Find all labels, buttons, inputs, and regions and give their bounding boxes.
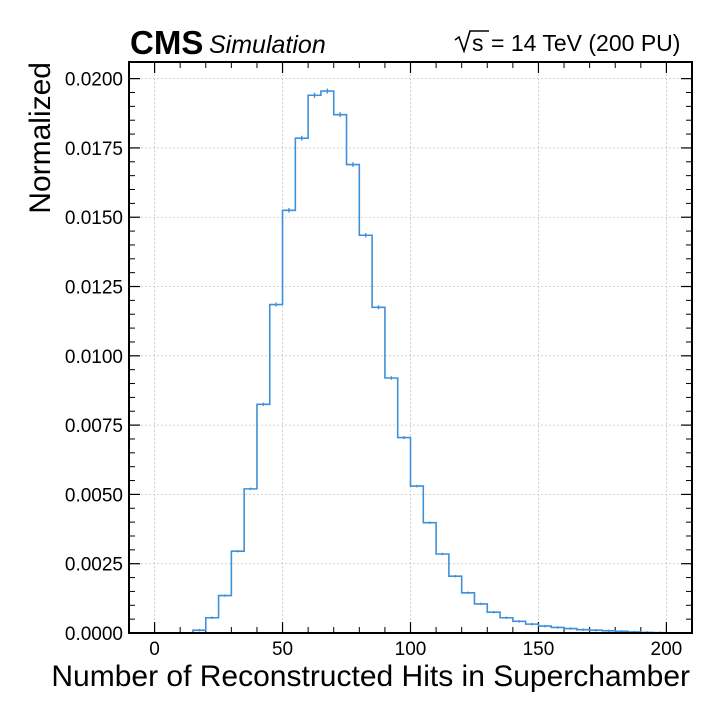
grid-lines xyxy=(129,62,692,634)
y-tick-label: 0.0150 xyxy=(65,208,123,229)
simulation-label: Simulation xyxy=(209,31,326,59)
x-tick-label: 0 xyxy=(149,639,160,660)
y-tick-label: 0.0125 xyxy=(65,278,123,299)
x-tick-label: 50 xyxy=(272,639,293,660)
sqrt-symbol xyxy=(454,30,489,54)
energy-symbol: s xyxy=(472,30,484,56)
y-tick-label: 0.0100 xyxy=(65,347,123,368)
y-tick-label: 0.0025 xyxy=(65,555,123,576)
x-tick-label: 200 xyxy=(651,639,683,660)
y-axis-label: Normalized xyxy=(24,62,57,214)
y-tick-label: 0.0175 xyxy=(65,139,123,160)
energy-label: s = 14 TeV (200 PU) xyxy=(454,30,680,56)
y-tick-label: 0.0000 xyxy=(65,624,123,645)
y-tick-label: 0.0200 xyxy=(65,70,123,91)
histogram-step-line xyxy=(192,90,668,634)
histogram-series xyxy=(192,88,668,634)
x-tick-label: 150 xyxy=(523,639,555,660)
y-tick-label: 0.0050 xyxy=(65,485,123,506)
axis-ticks: 0 50 100 150 200 0.0000 0.0025 0.0050 0.0075 0.01… xyxy=(65,62,693,660)
plot-frame xyxy=(128,61,693,634)
x-tick-label: 100 xyxy=(395,639,427,660)
x-axis-label: Number of Reconstructed Hits in Supercha… xyxy=(51,660,690,693)
y-tick-label: 0.0075 xyxy=(65,416,123,437)
energy-text: = 14 TeV (200 PU) xyxy=(491,30,680,56)
experiment-label: CMS xyxy=(130,24,203,61)
